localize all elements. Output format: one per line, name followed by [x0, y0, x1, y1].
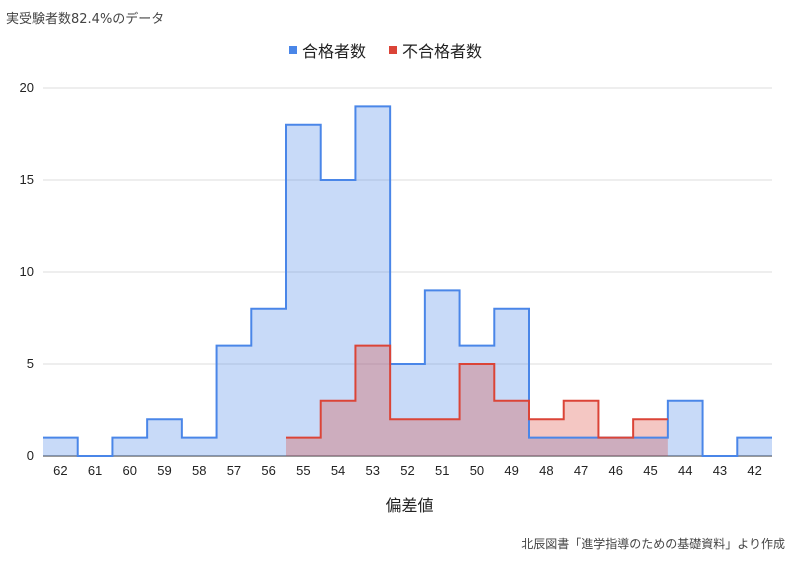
legend-label: 合格者数 — [302, 42, 366, 61]
x-tick-label: 50 — [470, 463, 484, 478]
series-areas — [43, 106, 772, 457]
x-tick-label: 54 — [331, 463, 345, 478]
y-tick-label: 10 — [20, 264, 34, 279]
x-tick-label: 45 — [643, 463, 657, 478]
x-tick-label: 51 — [435, 463, 449, 478]
legend-swatch — [389, 46, 397, 54]
x-tick-label: 56 — [261, 463, 275, 478]
x-tick-label: 52 — [400, 463, 414, 478]
x-tick-label: 60 — [123, 463, 137, 478]
x-tick-label: 46 — [609, 463, 623, 478]
x-tick-label: 44 — [678, 463, 692, 478]
legend: 合格者数 不合格者数 — [289, 42, 482, 61]
chart-note: 実受験者数82.4%のデータ — [6, 12, 165, 27]
series-area-1 — [43, 106, 772, 457]
y-axis-ticks: 0 5 10 15 20 — [20, 80, 34, 463]
x-tick-label: 55 — [296, 463, 310, 478]
legend-label: 不合格者数 — [402, 42, 482, 61]
x-tick-label: 53 — [366, 463, 380, 478]
x-tick-label: 58 — [192, 463, 206, 478]
x-axis-ticks: 62 61 60 59 58 57 56 55 54 53 52 51 50 49 48 47 46 45 44 43… — [53, 463, 762, 478]
y-tick-label: 20 — [20, 80, 34, 95]
x-tick-label: 49 — [504, 463, 518, 478]
x-axis-label: 偏差値 — [385, 496, 433, 515]
legend-swatch — [289, 46, 297, 54]
x-tick-label: 61 — [88, 463, 102, 478]
x-tick-label: 57 — [227, 463, 241, 478]
source-credit: 北辰図書「進学指導のための基礎資料」より作成 — [521, 537, 785, 551]
x-tick-label: 62 — [53, 463, 67, 478]
y-tick-label: 5 — [27, 356, 34, 371]
x-tick-label: 59 — [157, 463, 171, 478]
series-line-2 — [286, 344, 668, 439]
series-line-1 — [43, 105, 772, 457]
series-area-2 — [286, 345, 668, 456]
series-lines — [43, 105, 772, 457]
x-tick-label: 48 — [539, 463, 553, 478]
x-tick-label: 47 — [574, 463, 588, 478]
x-tick-label: 43 — [713, 463, 727, 478]
x-tick-label: 42 — [747, 463, 761, 478]
y-tick-label: 0 — [27, 448, 34, 463]
y-tick-label: 15 — [20, 172, 34, 187]
